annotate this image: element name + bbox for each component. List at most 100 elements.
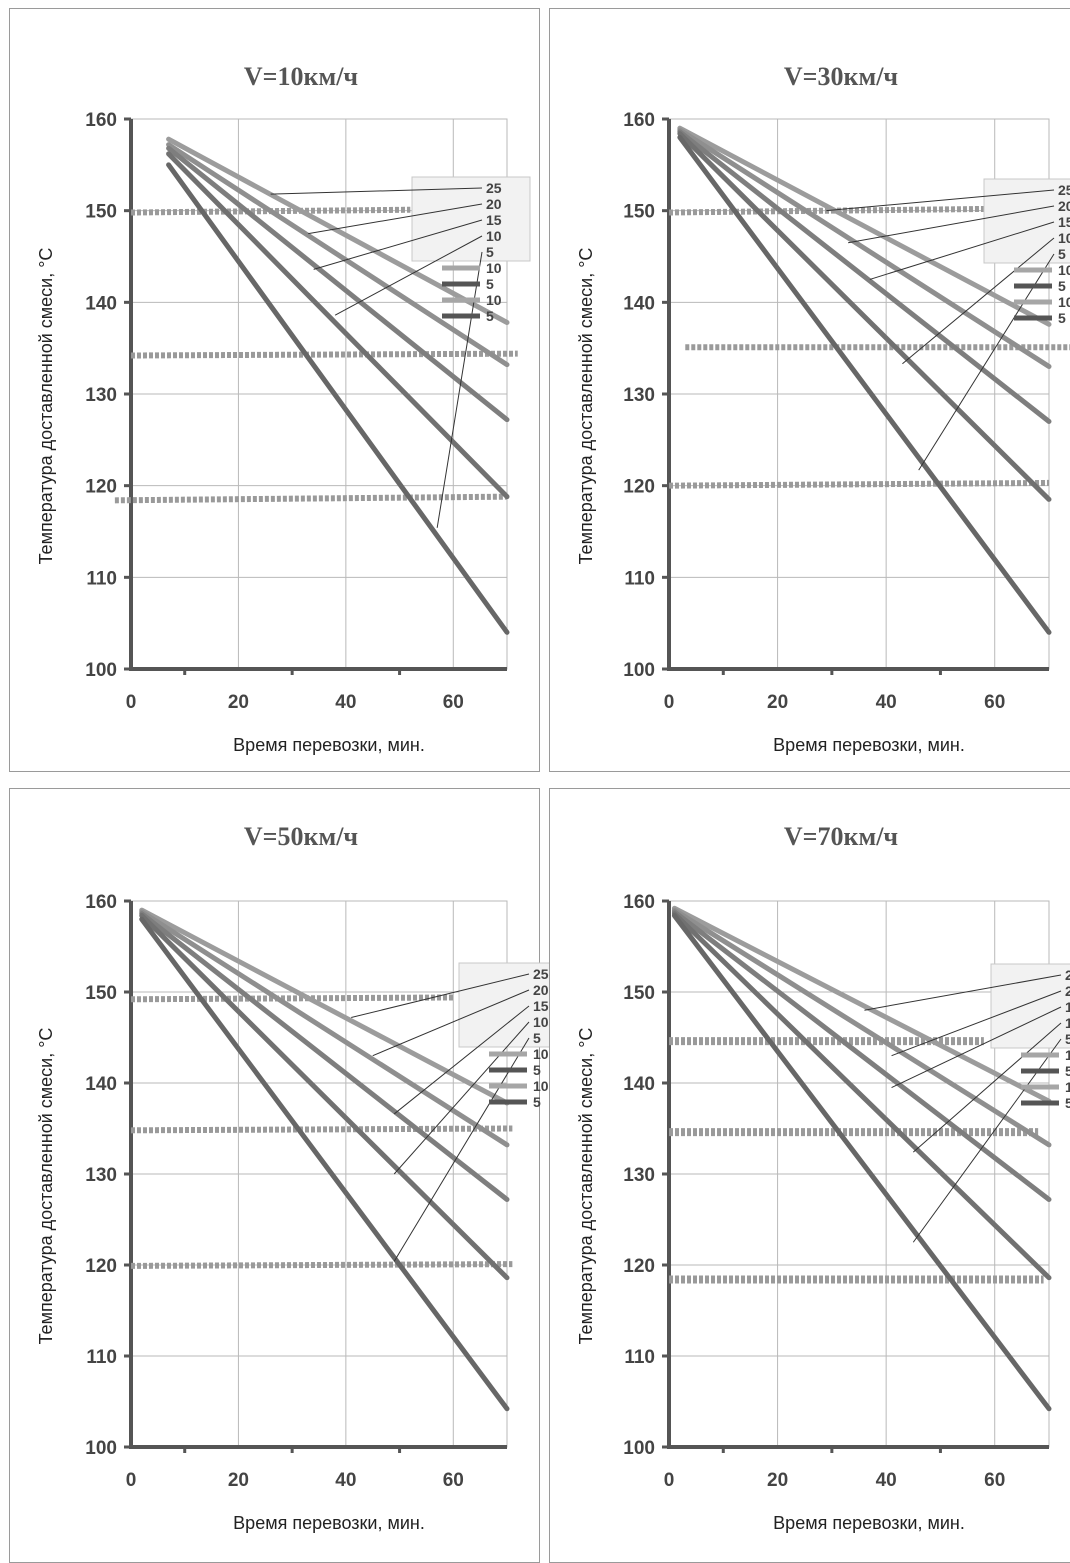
y-tick-label: 160	[623, 892, 655, 913]
legend-leader-line	[313, 219, 483, 270]
legend-label-5: 5	[533, 1030, 541, 1046]
x-tick-label: 60	[984, 692, 1005, 713]
series-line-5	[166, 162, 510, 635]
y-tick-label: 110	[624, 1347, 655, 1368]
x-tick-label: 60	[443, 1470, 464, 1491]
series-line-25	[139, 907, 510, 1106]
legend-label-10: 10	[1065, 1079, 1070, 1095]
legend-label-10: 10	[1058, 230, 1070, 246]
series-line-25	[166, 136, 510, 325]
y-tick-label: 130	[623, 1165, 655, 1186]
y-tick-label: 140	[623, 293, 655, 314]
threshold-line-10	[130, 994, 454, 1003]
y-tick-label: 130	[623, 385, 655, 406]
legend-label-5: 5	[1058, 246, 1066, 262]
legend-leader-line	[902, 237, 1055, 365]
threshold-line-10	[130, 1261, 513, 1269]
legend-label-10: 10	[1065, 1015, 1070, 1031]
legend-label-15: 15	[486, 212, 502, 228]
legend-leader-line	[918, 253, 1055, 471]
series-line-25	[677, 125, 1052, 327]
threshold-line-10	[114, 493, 508, 504]
chart-title: V=30км/ч	[784, 62, 898, 91]
legend-leader-line	[308, 203, 483, 235]
x-tick-label: 0	[126, 692, 137, 713]
legend-label-10: 10	[1058, 262, 1070, 278]
x-tick-label: 0	[664, 1470, 675, 1491]
legend-label-5: 5	[533, 1094, 541, 1110]
series-line-5	[671, 913, 1052, 1412]
y-tick-label: 110	[624, 568, 655, 589]
legend-label-15: 15	[533, 998, 549, 1014]
series-line-10	[139, 913, 510, 1281]
legend-leader-line	[393, 1005, 530, 1115]
legend-leader-line	[912, 1022, 1062, 1153]
y-tick-label: 160	[85, 892, 117, 913]
legend-leader-line	[891, 1006, 1062, 1089]
legend-label-25: 25	[1058, 182, 1070, 198]
series-line-20	[139, 909, 510, 1148]
legend-label-25: 25	[533, 966, 549, 982]
legend-box	[983, 178, 1070, 264]
legend-leader-line	[270, 187, 483, 195]
series-line-20	[677, 127, 1052, 369]
x-tick-label: 0	[126, 1470, 137, 1491]
y-tick-label: 150	[623, 983, 655, 1004]
x-tick-label: 20	[228, 1470, 249, 1491]
series-line-15	[139, 911, 510, 1202]
legend-label-10: 10	[486, 292, 502, 308]
legend-label-5: 5	[486, 308, 494, 324]
x-axis-label: Время перевозки, мин.	[233, 1513, 425, 1533]
series-line-15	[671, 909, 1052, 1202]
series-line-20	[671, 907, 1052, 1148]
series-line-15	[166, 145, 510, 423]
series-line-5	[139, 916, 510, 1412]
legend-label-5: 5	[1065, 1031, 1070, 1047]
legend-label-20: 20	[533, 982, 549, 998]
series-line-15	[677, 129, 1052, 424]
legend-label-5: 5	[1058, 310, 1066, 326]
legend-label-10: 10	[1065, 1047, 1070, 1063]
legend-leader-line	[351, 973, 530, 1018]
legend-label-15: 15	[1058, 214, 1070, 230]
legend-label-20: 20	[1058, 198, 1070, 214]
y-tick-label: 150	[623, 202, 655, 223]
x-tick-label: 20	[767, 692, 788, 713]
legend-label-20: 20	[486, 196, 502, 212]
y-tick-label: 160	[623, 110, 655, 131]
legend-label-10: 10	[533, 1078, 549, 1094]
legend-leader-line	[864, 974, 1062, 1011]
y-tick-label: 110	[86, 1347, 117, 1368]
chart-title: V=50км/ч	[244, 822, 358, 851]
x-axis-label: Время перевозки, мин.	[773, 1513, 965, 1533]
y-tick-label: 150	[85, 202, 117, 223]
legend-leader-line	[393, 1021, 530, 1175]
x-tick-label: 40	[876, 1470, 897, 1491]
x-tick-label: 60	[984, 1470, 1005, 1491]
y-tick-label: 160	[85, 110, 117, 131]
legend-label-5: 5	[1065, 1095, 1070, 1111]
legend-leader-line	[826, 189, 1055, 212]
y-tick-label: 110	[86, 568, 117, 589]
x-tick-label: 40	[335, 692, 356, 713]
x-tick-label: 20	[228, 692, 249, 713]
legend-label-10: 10	[1058, 294, 1070, 310]
y-tick-label: 100	[85, 1438, 117, 1459]
legend-leader-line	[848, 205, 1055, 244]
threshold-line-5	[130, 1125, 513, 1134]
y-tick-label: 140	[623, 1074, 655, 1095]
threshold-line-10	[668, 479, 1050, 489]
y-tick-label: 100	[623, 660, 655, 681]
y-axis-label: Температура доставленной смеси, °C	[36, 248, 56, 565]
legend-label-10: 10	[533, 1046, 549, 1062]
x-tick-label: 0	[664, 692, 675, 713]
legend-label-10: 10	[486, 228, 502, 244]
y-tick-label: 140	[85, 1074, 117, 1095]
x-tick-label: 40	[876, 692, 897, 713]
y-tick-label: 140	[85, 293, 117, 314]
